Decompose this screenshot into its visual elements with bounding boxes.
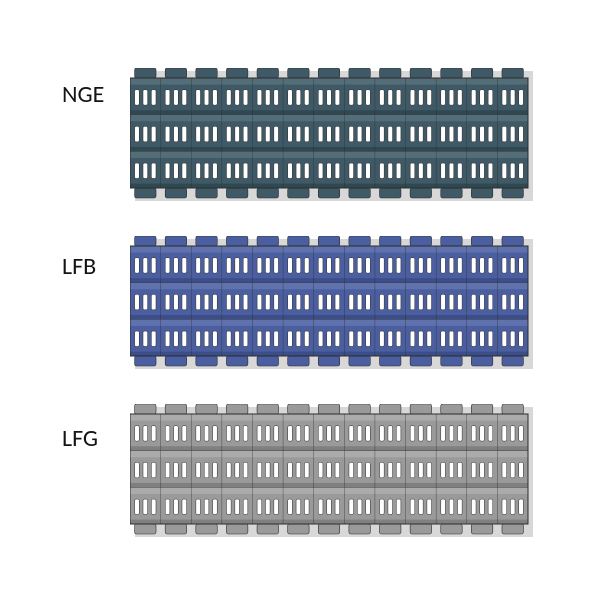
label-nge: NGE bbox=[62, 80, 104, 109]
material-swatch-legend: NGE LFB LFG bbox=[0, 0, 600, 600]
swatch-nge bbox=[130, 68, 533, 206]
label-lfg: LFG bbox=[62, 424, 98, 453]
swatch-lfb bbox=[130, 236, 533, 374]
label-lfb: LFB bbox=[62, 252, 96, 281]
swatch-lfg bbox=[130, 404, 533, 542]
